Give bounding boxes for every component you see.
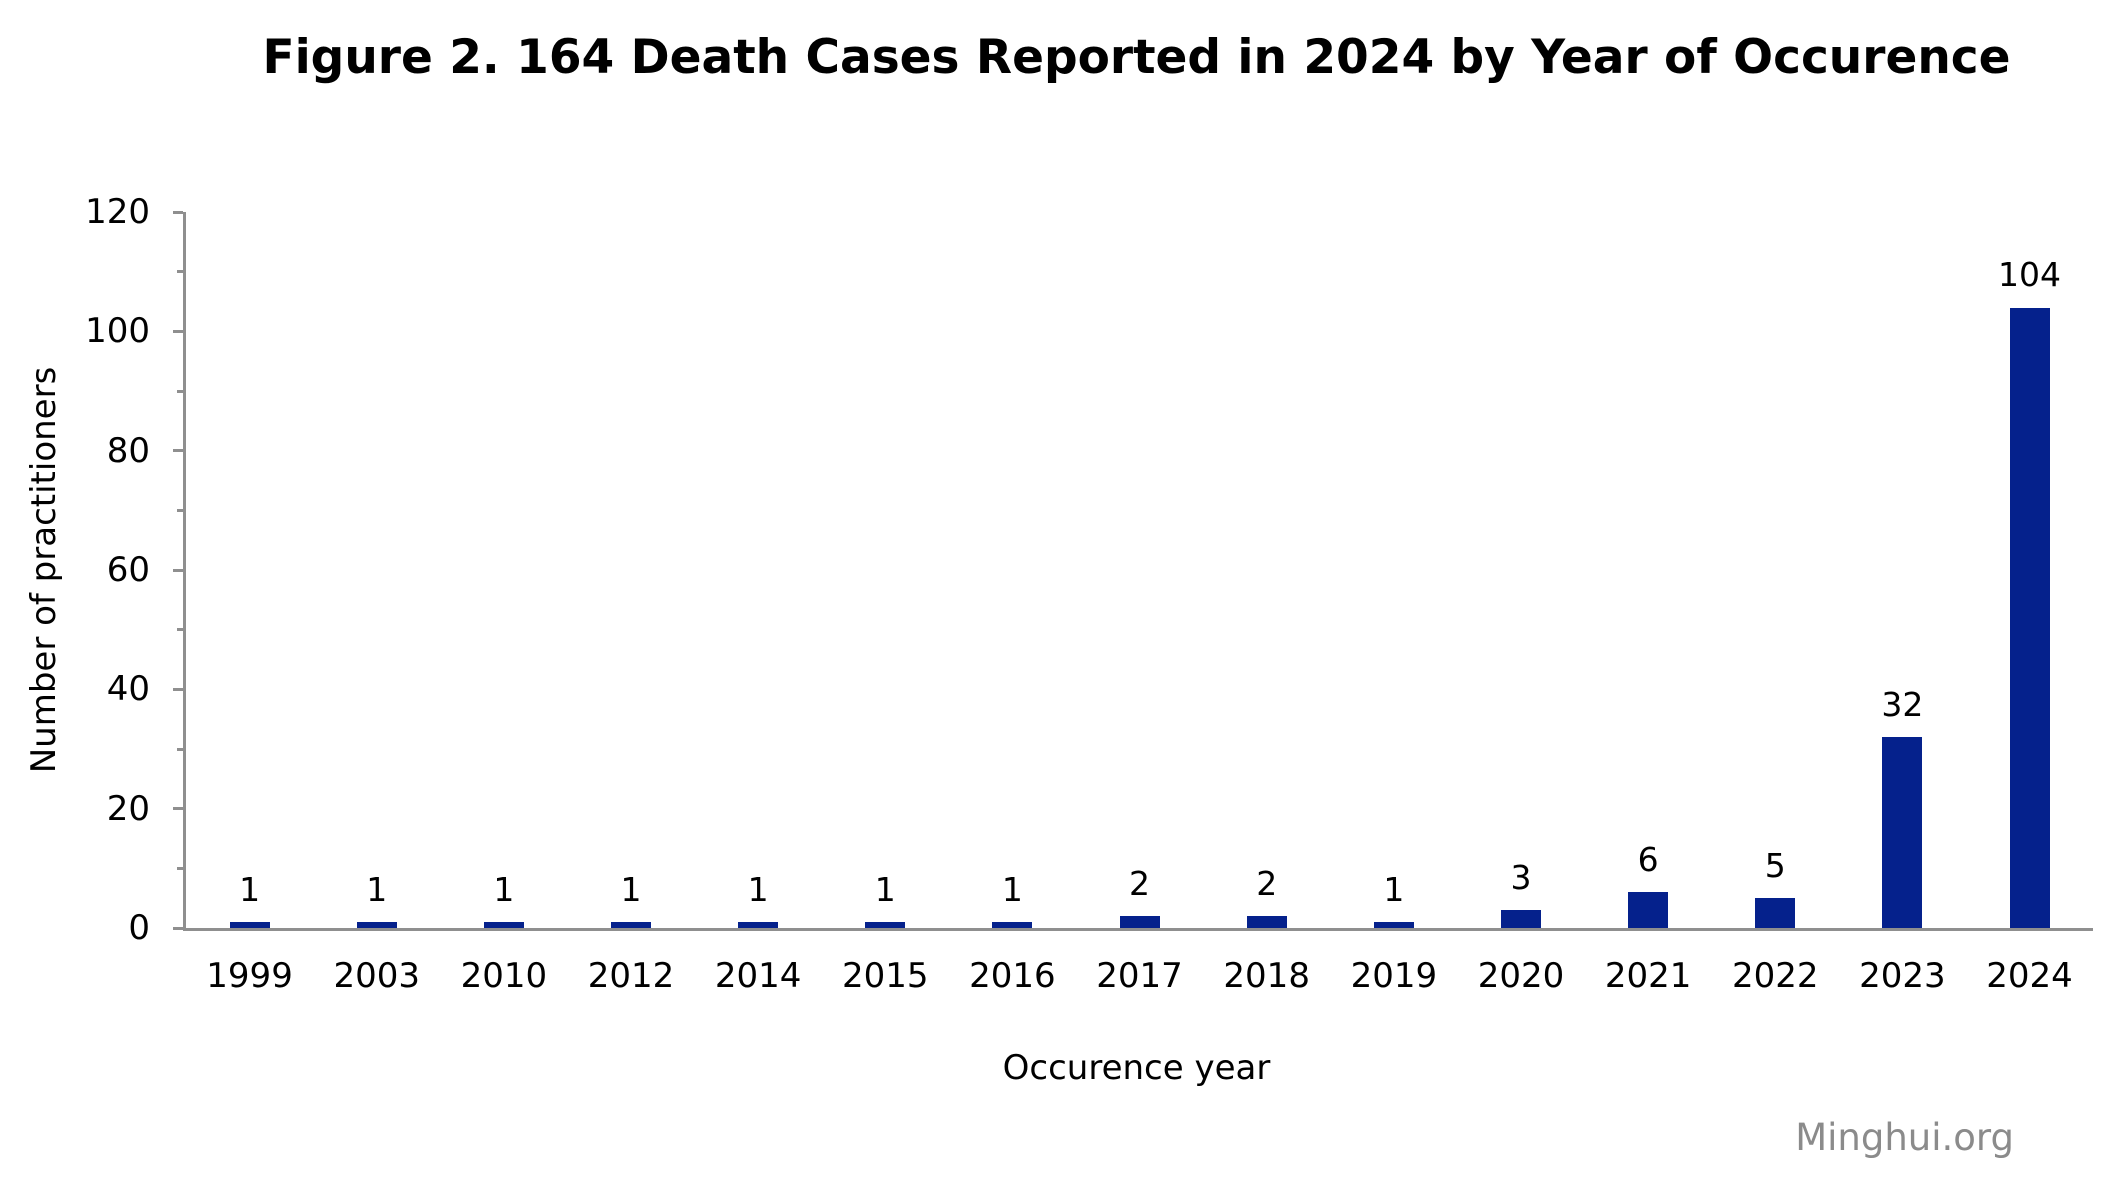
bar bbox=[1628, 892, 1669, 928]
y-major-tick bbox=[173, 210, 183, 214]
bar-value-label: 1 bbox=[1001, 869, 1023, 909]
x-tick-label: 2010 bbox=[460, 956, 548, 996]
x-tick-label: 2015 bbox=[842, 956, 929, 996]
x-tick-label: 2016 bbox=[969, 956, 1056, 996]
x-tick-label: 2022 bbox=[1731, 956, 1819, 996]
bar-slot: 1 bbox=[1330, 212, 1457, 928]
x-tick-label: 2024 bbox=[1986, 956, 2073, 996]
y-minor-tick bbox=[177, 389, 183, 393]
x-tick-label: 2017 bbox=[1096, 956, 1183, 996]
x-tick-label: 2003 bbox=[333, 956, 420, 996]
bar bbox=[1882, 737, 1923, 928]
bar-slot: 1 bbox=[440, 212, 567, 928]
bar-value-label: 1 bbox=[620, 869, 642, 909]
x-axis-tick-labels: 1999 2003 2010 2012 2014 2015 2016 2017 2018 2019… bbox=[186, 956, 2093, 996]
y-tick-label: 60 bbox=[106, 550, 150, 590]
bar bbox=[738, 922, 779, 928]
y-minor-tick bbox=[177, 866, 183, 870]
bar-value-label: 1 bbox=[493, 869, 515, 909]
bar bbox=[356, 922, 397, 928]
bar-slot: 1 bbox=[822, 212, 949, 928]
y-tick-label: 100 bbox=[85, 311, 150, 352]
bar-value-label: 1 bbox=[239, 869, 261, 909]
watermark-text: Minghui.org bbox=[1795, 1116, 2014, 1159]
y-minor-tick bbox=[177, 508, 183, 512]
y-major-tick bbox=[173, 568, 183, 572]
bar-slot: 6 bbox=[1585, 212, 1712, 928]
chart-title: Figure 2. 164 Death Cases Reported in 20… bbox=[262, 30, 2011, 85]
y-tick-label: 20 bbox=[106, 788, 150, 829]
x-tick-label: 2019 bbox=[1350, 956, 1438, 996]
bar bbox=[865, 922, 906, 928]
bar-slot: 5 bbox=[1712, 212, 1839, 928]
y-major-tick bbox=[173, 926, 183, 930]
y-major-tick bbox=[173, 449, 183, 453]
bar-value-label: 1 bbox=[747, 869, 769, 909]
bar-slot: 2 bbox=[1203, 212, 1330, 928]
bar-value-label: 1 bbox=[874, 869, 896, 909]
x-tick-label: 2023 bbox=[1859, 956, 1946, 996]
y-minor-tick bbox=[177, 628, 183, 632]
bar bbox=[1246, 916, 1287, 928]
bar-slot: 1 bbox=[949, 212, 1076, 928]
y-major-tick bbox=[173, 329, 183, 333]
bar bbox=[1373, 922, 1414, 928]
y-tick-label: 40 bbox=[106, 669, 150, 710]
bar bbox=[610, 922, 651, 928]
bar-value-label: 2 bbox=[1129, 863, 1151, 903]
x-tick-label: 2012 bbox=[587, 956, 675, 996]
y-tick-label: 0 bbox=[128, 908, 150, 948]
bar bbox=[1119, 916, 1160, 928]
y-minor-tick bbox=[177, 270, 183, 274]
x-tick-label: 2020 bbox=[1477, 956, 1565, 996]
bar-slot: 2 bbox=[1076, 212, 1203, 928]
x-tick-label: 2018 bbox=[1223, 956, 1310, 996]
bar-value-label: 6 bbox=[1637, 839, 1659, 879]
bar-slot: 1 bbox=[567, 212, 694, 928]
bar-slot: 104 bbox=[1966, 212, 2093, 928]
bars-row: 1 1 1 1 1 1 1 2 2 1 3 6 5 32 104 bbox=[186, 212, 2093, 928]
bar-value-label: 1 bbox=[1383, 869, 1405, 909]
bar-value-label: 104 bbox=[1998, 255, 2062, 295]
bar-slot: 3 bbox=[1457, 212, 1584, 928]
x-tick-label: 2014 bbox=[714, 956, 802, 996]
bar bbox=[1755, 898, 1796, 928]
bar-value-label: 5 bbox=[1764, 845, 1786, 885]
bar-value-label: 2 bbox=[1256, 863, 1278, 903]
y-major-tick bbox=[173, 687, 183, 691]
bar-slot: 1 bbox=[695, 212, 822, 928]
bar-value-label: 3 bbox=[1510, 857, 1532, 897]
bar-slot: 32 bbox=[1839, 212, 1966, 928]
bar-value-label: 32 bbox=[1881, 684, 1924, 724]
plot-area: 1 1 1 1 1 1 1 2 2 1 3 6 5 32 104 bbox=[183, 212, 2093, 931]
bar bbox=[992, 922, 1033, 928]
y-tick-label: 120 bbox=[85, 192, 150, 232]
bar bbox=[2009, 307, 2050, 928]
bar-slot: 1 bbox=[186, 212, 313, 928]
bar bbox=[1500, 910, 1541, 928]
x-tick-label: 2021 bbox=[1604, 956, 1692, 996]
bar-value-label: 1 bbox=[366, 869, 388, 909]
x-tick-label: 1999 bbox=[206, 956, 293, 996]
y-major-tick bbox=[173, 807, 183, 811]
bar bbox=[229, 922, 270, 928]
x-axis-title: Occurence year bbox=[1002, 1048, 1271, 1088]
bar-slot: 1 bbox=[313, 212, 440, 928]
y-minor-tick bbox=[177, 747, 183, 751]
bar bbox=[483, 922, 524, 928]
y-tick-label: 80 bbox=[106, 430, 150, 471]
